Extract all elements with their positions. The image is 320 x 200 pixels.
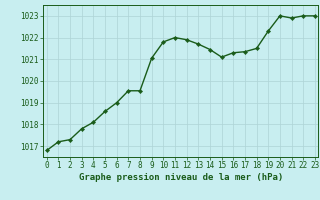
X-axis label: Graphe pression niveau de la mer (hPa): Graphe pression niveau de la mer (hPa) xyxy=(79,173,283,182)
